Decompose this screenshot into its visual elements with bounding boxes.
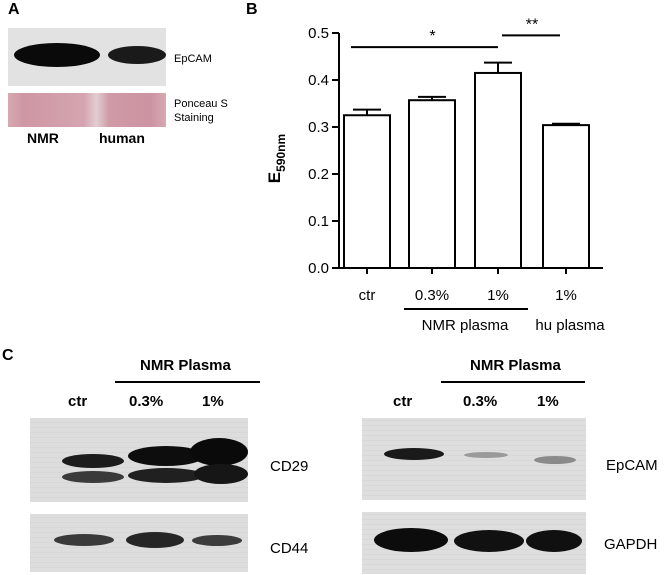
blot-band [374, 528, 448, 552]
panel-a-ponceau-blot [8, 93, 166, 127]
gapdh-label: GAPDH [604, 536, 658, 553]
y-tick-label: 0.0 [308, 260, 329, 277]
cd44-label: CD44 [270, 540, 309, 557]
group-label-hu: hu plasma [535, 317, 605, 334]
blot-band [384, 448, 444, 460]
blot-band [526, 530, 582, 552]
panel-c-right-group-label: NMR Plasma [470, 357, 561, 374]
panel-a-lane-nmr: NMR [27, 130, 59, 146]
group-label-nmr: NMR plasma [422, 317, 509, 334]
x-tick-label: ctr [359, 287, 376, 304]
blot-band [128, 468, 204, 483]
y-tick-label: 0.4 [308, 72, 329, 89]
blot-band [534, 456, 576, 464]
panel-c-left-group-line [115, 381, 260, 383]
bar-2 [474, 71, 522, 269]
blot-band [108, 46, 166, 64]
panel-a-ponceau-label-1: Ponceau S [174, 98, 228, 110]
cd29-blot [30, 418, 248, 502]
blot-band [194, 464, 248, 484]
panel-c-left-lane-03: 0.3% [129, 393, 164, 410]
panel-a-epcam-label: EpCAM [174, 53, 212, 65]
blot-band [126, 532, 184, 548]
panel-c-letter: C [2, 347, 14, 364]
x-tick-label: 1% [487, 287, 509, 304]
blot-band [54, 534, 114, 546]
x-tick-label: 0.3% [415, 287, 449, 304]
cd44-blot [30, 514, 248, 572]
y-axis-label: E590nm [265, 134, 288, 183]
epcam-blot [362, 418, 586, 500]
panel-c-right-group-line [441, 381, 585, 383]
panel-b-letter: B [246, 1, 258, 18]
panel-a-lane-human: human [99, 130, 145, 146]
bar-3 [542, 124, 590, 270]
panel-a-letter: A [8, 1, 20, 18]
y-tick-label: 0.1 [308, 213, 329, 230]
y-tick-label: 0.2 [308, 166, 329, 183]
blot-band [192, 535, 242, 546]
panel-c-left-lane-1: 1% [202, 393, 224, 410]
blot-band [14, 43, 100, 67]
bar-1 [408, 99, 456, 269]
x-tick-label: 1% [555, 287, 577, 304]
y-tick-label: 0.3 [308, 119, 329, 136]
panel-a-epcam-blot [8, 28, 166, 86]
panel-c-right-lane-03: 0.3% [463, 393, 498, 410]
blot-band [128, 446, 204, 466]
blot-band [62, 454, 124, 468]
sig-label: ** [526, 16, 538, 33]
panel-c-left-group-label: NMR Plasma [140, 357, 231, 374]
panel-c-right-lane-ctr: ctr [393, 393, 413, 410]
epcam-label: EpCAM [606, 457, 658, 474]
panel-c-left-lane-ctr: ctr [68, 393, 88, 410]
blot-band [454, 530, 524, 552]
blot-band [190, 438, 248, 466]
panel-a-ponceau-label-2: Staining [174, 112, 214, 124]
cd29-label: CD29 [270, 458, 309, 475]
blot-band [464, 452, 508, 458]
y-tick-label: 0.5 [308, 25, 329, 42]
panel-c-right-lane-1: 1% [537, 393, 559, 410]
gapdh-blot [362, 512, 586, 574]
bar-0 [343, 114, 391, 269]
sig-label: * [429, 28, 435, 45]
blot-band [62, 471, 124, 483]
